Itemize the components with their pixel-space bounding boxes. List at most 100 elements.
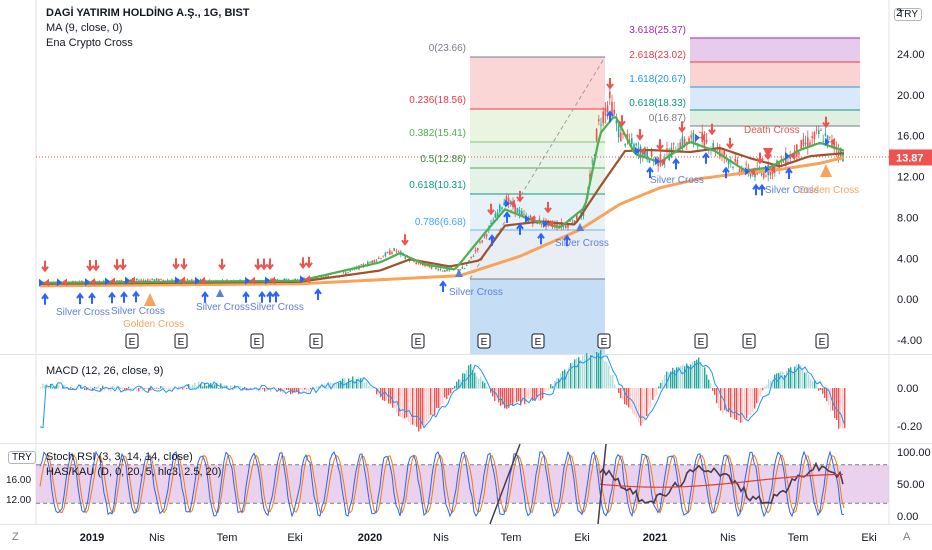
candle-body xyxy=(655,157,657,158)
macd-histogram-bar xyxy=(372,388,374,389)
macd-histogram-bar xyxy=(284,388,286,392)
macd-histogram-bar xyxy=(640,388,642,426)
macd-histogram-bar xyxy=(322,384,324,389)
earnings-marker-icon xyxy=(174,333,188,349)
candle-body xyxy=(798,152,800,155)
stoch-rsi-label[interactable]: Stoch RSI (3, 3, 14, 14, close) xyxy=(46,451,193,463)
time-axis-tick: Eki xyxy=(861,532,876,544)
candle-body xyxy=(690,135,692,138)
stoch-left-value-mid: 12.00 xyxy=(6,495,32,506)
macd-histogram-bar xyxy=(196,386,198,389)
macd-histogram-bar xyxy=(642,388,644,423)
candle-body xyxy=(496,212,499,218)
macd-histogram-bar xyxy=(634,388,636,415)
sell-arrow-icon xyxy=(299,257,307,270)
macd-histogram-bar xyxy=(236,387,238,389)
earnings-marker-label: E xyxy=(129,337,136,348)
candle-body xyxy=(158,279,160,281)
fib-level-label: 0.618(10.31) xyxy=(409,180,466,191)
macd-histogram-bar xyxy=(576,358,578,389)
stoch-left-value-top: 16.00 xyxy=(6,475,32,486)
macd-histogram-bar xyxy=(182,388,184,390)
earnings-marker-icon xyxy=(411,333,425,349)
macd-histogram-bar xyxy=(366,381,368,389)
macd-histogram-bar xyxy=(764,386,766,389)
scale-mode-top[interactable]: 2 xyxy=(896,7,903,19)
macd-histogram-bar xyxy=(458,379,460,389)
macd-histogram-bar xyxy=(440,388,442,406)
sell-arrow-icon xyxy=(656,139,664,151)
macd-histogram-bar xyxy=(720,388,722,411)
sell-arrow-icon xyxy=(516,190,524,203)
price-axis-tick: 16.00 xyxy=(897,131,925,143)
candle-body xyxy=(397,250,400,252)
cross-annotation-label: Death Cross xyxy=(744,125,800,136)
candle-body xyxy=(646,149,648,160)
candle-body xyxy=(749,172,752,177)
macd-histogram-bar xyxy=(188,384,190,389)
candle-body xyxy=(719,146,721,157)
sell-arrow-icon xyxy=(401,234,409,246)
macd-histogram-bar xyxy=(202,386,204,389)
candle-body xyxy=(672,142,675,145)
macd-histogram-bar xyxy=(88,387,90,389)
cross-study-label[interactable]: Ena Crypto Cross xyxy=(46,37,133,49)
candle-body xyxy=(384,252,387,257)
macd-histogram-bar xyxy=(714,388,716,395)
macd-histogram-bar xyxy=(348,378,350,389)
macd-histogram-bar xyxy=(190,386,192,389)
macd-legend[interactable]: MACD (12, 26, close, 9) xyxy=(46,365,164,377)
macd-histogram-bar xyxy=(722,388,724,415)
candle-body xyxy=(320,276,323,278)
candle-body xyxy=(166,279,169,281)
buy-arrow-icon xyxy=(108,291,116,304)
macd-histogram-bar xyxy=(326,387,328,389)
currency-badge[interactable]: TRY xyxy=(894,8,922,21)
ma-long-line xyxy=(39,155,845,288)
haskau-label[interactable]: HAS/KAU (D, 0, 20, 5, hlc3, 2.5, 20) xyxy=(46,466,222,478)
macd-histogram-bar xyxy=(706,374,708,389)
candle-body xyxy=(499,204,501,212)
macd-histogram-bar xyxy=(78,387,80,389)
candle-body xyxy=(760,173,763,176)
symbol-title[interactable]: DAGİ YATIRIM HOLDİNG A.Ş., 1G, BIST xyxy=(46,7,250,19)
macd-histogram-bar xyxy=(840,388,842,428)
candle-body xyxy=(560,222,563,228)
cross-marker-icon xyxy=(245,276,250,285)
cross-marker-icon xyxy=(543,219,548,228)
macd-histogram-bar xyxy=(254,387,256,389)
time-axis-tick: Tem xyxy=(217,532,238,544)
silver-cross-triangle-icon xyxy=(455,269,463,277)
macd-histogram-bar xyxy=(266,388,268,391)
macd-histogram-bar xyxy=(362,377,364,389)
macd-histogram-bar xyxy=(618,388,620,393)
candle-body xyxy=(118,280,120,282)
buy-arrow-icon xyxy=(272,290,280,303)
zoom-z-button[interactable]: Z xyxy=(12,531,19,543)
cross-marker-icon xyxy=(175,276,180,285)
macd-histogram-bar xyxy=(508,388,510,408)
macd-histogram-bar xyxy=(710,383,712,389)
earnings-marker-icon xyxy=(125,333,139,349)
candle-body xyxy=(787,161,789,163)
cross-marker-icon xyxy=(660,157,665,166)
stoch-k-line xyxy=(39,450,845,518)
candle-body xyxy=(529,215,532,220)
candle-body xyxy=(576,213,578,220)
candle-body xyxy=(160,278,162,280)
cross-marker-icon xyxy=(270,276,275,285)
macd-histogram-bar xyxy=(438,388,440,409)
candle-body xyxy=(556,223,558,228)
stoch-currency-badge[interactable]: TRY xyxy=(8,451,36,464)
macd-histogram-bar xyxy=(370,387,372,389)
cross-annotation-label: Silver Cross xyxy=(56,307,110,318)
macd-histogram-bar xyxy=(798,364,800,389)
candle-body xyxy=(681,136,684,148)
candle-body xyxy=(648,160,651,163)
macd-histogram-bar xyxy=(72,388,74,389)
auto-scale-button[interactable]: A xyxy=(903,531,911,543)
buy-arrow-icon xyxy=(258,291,266,303)
ma-study-label[interactable]: MA (9, close, 0) xyxy=(46,22,123,34)
candle-body xyxy=(441,270,444,272)
buy-arrow-icon xyxy=(646,166,654,179)
